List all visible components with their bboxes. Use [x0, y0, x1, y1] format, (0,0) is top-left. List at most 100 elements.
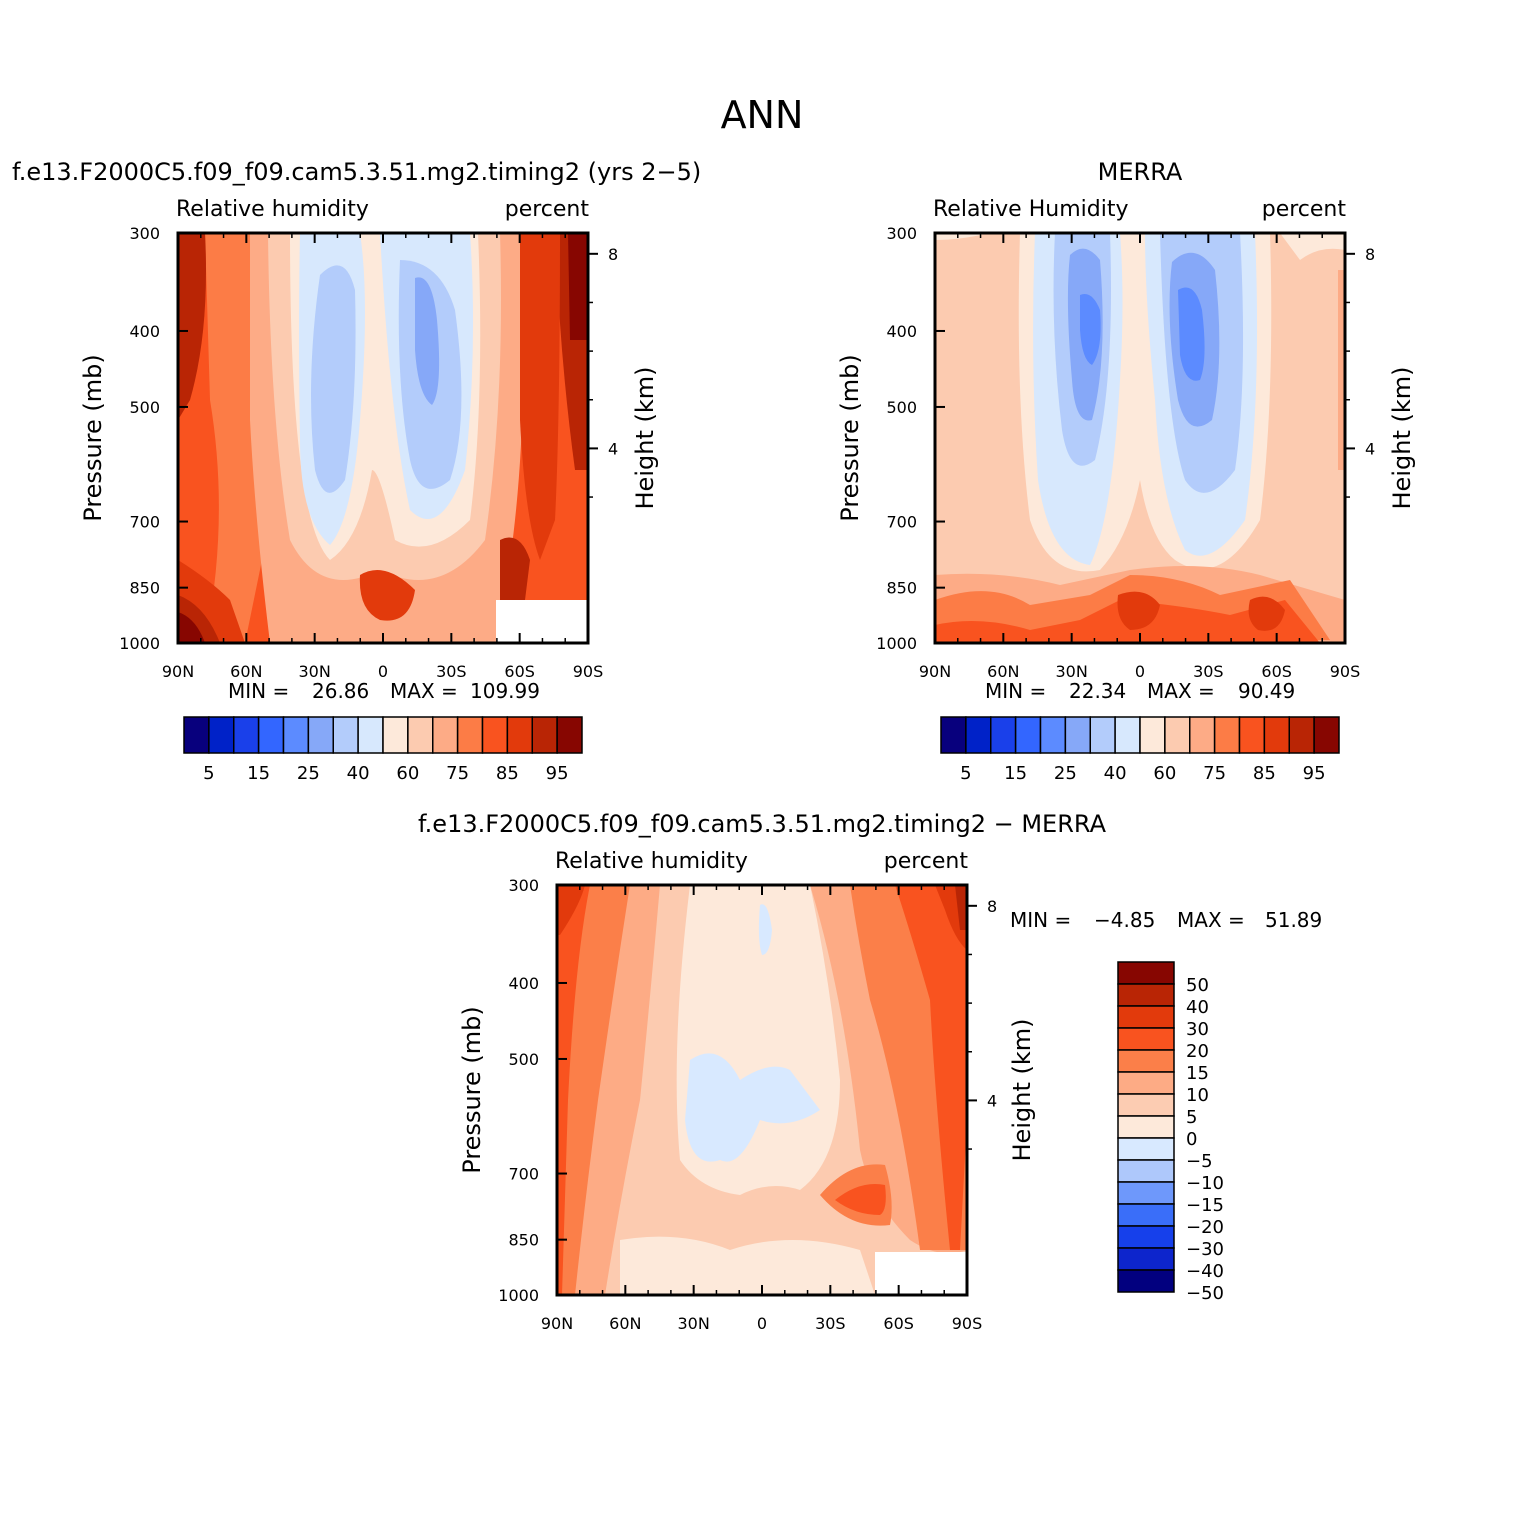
- colorbar-box: [233, 716, 260, 754]
- y-tick-label: 300: [508, 876, 539, 895]
- colorbar-label: 40: [347, 763, 370, 784]
- y-tick-label: 1000: [119, 634, 160, 653]
- colorbar-label: 60: [396, 763, 419, 784]
- x-tick-label: 60N: [609, 1314, 641, 1333]
- y-tick-label: 500: [129, 398, 160, 417]
- panel-c-y2label: Height (km): [1008, 1019, 1036, 1162]
- panel-b-right-string: percent: [1262, 197, 1347, 222]
- x-tick-label: 60S: [883, 1314, 914, 1333]
- x-tick-label: 30N: [678, 1314, 710, 1333]
- colorbar-box: [940, 716, 967, 754]
- colorbar-label: 5: [203, 763, 214, 784]
- x-tick-label: 90S: [573, 662, 604, 681]
- colorbar-box: [1089, 716, 1116, 754]
- colorbar-label: 15: [247, 763, 270, 784]
- panel-c-left-string: Relative humidity: [555, 849, 748, 874]
- colorbar-box: [456, 716, 484, 754]
- colorbar-box: [357, 716, 384, 754]
- x-tick-label: 30N: [1056, 662, 1088, 681]
- colorbar-box: [1117, 1269, 1175, 1293]
- colorbar-box: [1117, 1159, 1175, 1183]
- panel-b-y2label: Height (km): [1388, 367, 1416, 510]
- y-tick-label: 400: [886, 322, 917, 341]
- colorbar-box: [1117, 961, 1175, 985]
- panel-c-max-value: 51.89: [1265, 908, 1322, 932]
- y-tick-label: 1000: [498, 1286, 539, 1305]
- colorbar-box: [1117, 1071, 1175, 1095]
- colorbar-label: 15: [1186, 1063, 1209, 1084]
- x-tick-label: 90S: [952, 1314, 983, 1333]
- page-title: ANN: [721, 93, 804, 137]
- colorbar-box: [1064, 716, 1091, 754]
- colorbar-box: [990, 716, 1017, 754]
- colorbar-label: 20: [1186, 1041, 1209, 1062]
- x-tick-label: 60S: [504, 662, 535, 681]
- colorbar-box: [282, 716, 310, 754]
- colorbar-label: 75: [446, 763, 469, 784]
- colorbar-box: [1117, 1115, 1175, 1139]
- colorbar-label: 60: [1153, 763, 1176, 784]
- y-tick-label: 850: [129, 579, 160, 598]
- colorbar-label: 25: [1054, 763, 1077, 784]
- colorbar-box: [1263, 716, 1290, 754]
- colorbar-label: −50: [1186, 1283, 1224, 1304]
- panel-a-colorbar: 5 15 25 40 60 75 85 95: [183, 716, 583, 784]
- panel-c-right-string: percent: [884, 849, 969, 874]
- colorbar-label: 50: [1186, 975, 1209, 996]
- colorbar-box: [332, 716, 359, 754]
- x-tick-label: 30S: [1193, 662, 1224, 681]
- colorbar-label: −15: [1186, 1195, 1224, 1216]
- panel-c-axes: 90N 60N 30N 0 30S 60S 90S 300 400 500 700 850 1000 8 4: [498, 876, 997, 1333]
- colorbar-label: 40: [1104, 763, 1127, 784]
- colorbar-box: [1117, 1247, 1175, 1271]
- y2-tick-label: 4: [987, 1091, 997, 1110]
- colorbar-box: [1117, 1181, 1175, 1205]
- panel-a-max-value: 109.99: [470, 679, 540, 703]
- panel-b-min-label: MIN =: [985, 679, 1046, 703]
- x-tick-label: 60N: [230, 662, 262, 681]
- colorbar-label: 85: [496, 763, 519, 784]
- y-tick-label: 850: [886, 579, 917, 598]
- panel-a-ylabel: Pressure (mb): [79, 354, 107, 521]
- colorbar-box: [1114, 716, 1141, 754]
- colorbar-box: [1117, 983, 1175, 1007]
- y2-tick-label: 4: [608, 439, 618, 458]
- panel-b-max-value: 90.49: [1238, 679, 1295, 703]
- panel-c: f.e13.F2000C5.f09_f09.cam5.3.51.mg2.timi…: [418, 810, 1322, 1333]
- panel-c-ylabel: Pressure (mb): [458, 1006, 486, 1173]
- panel-c-max-label: MAX =: [1177, 908, 1245, 932]
- colorbar-box: [1238, 716, 1266, 754]
- colorbar-box: [407, 716, 434, 754]
- y-tick-label: 700: [508, 1165, 539, 1184]
- colorbar-box: [1117, 1027, 1175, 1051]
- y-tick-label: 400: [508, 974, 539, 993]
- colorbar-label: −40: [1186, 1261, 1224, 1282]
- x-tick-label: 30S: [815, 1314, 846, 1333]
- colorbar-box: [208, 716, 235, 754]
- x-tick-label: 30S: [436, 662, 467, 681]
- colorbar-label: −5: [1186, 1151, 1213, 1172]
- x-tick-label: 60S: [1261, 662, 1292, 681]
- colorbar-label: −30: [1186, 1239, 1224, 1260]
- colorbar-box: [481, 716, 509, 754]
- colorbar-label: 15: [1004, 763, 1027, 784]
- colorbar-box: [1164, 716, 1191, 754]
- y2-tick-label: 8: [608, 245, 618, 264]
- x-tick-label: 0: [378, 662, 388, 681]
- colorbar-label: 95: [546, 763, 569, 784]
- colorbar-box: [556, 716, 583, 754]
- colorbar-box: [1117, 1005, 1175, 1029]
- colorbar-box: [1189, 716, 1216, 754]
- panel-a: f.e13.F2000C5.f09_f09.cam5.3.51.mg2.timi…: [12, 158, 701, 784]
- colorbar-box: [1139, 716, 1166, 754]
- x-tick-label: 60N: [987, 662, 1019, 681]
- colorbar-box: [965, 716, 992, 754]
- colorbar-label: 85: [1253, 763, 1276, 784]
- y-tick-label: 700: [886, 513, 917, 532]
- y-tick-label: 1000: [876, 634, 917, 653]
- colorbar-label: 30: [1186, 1019, 1209, 1040]
- x-tick-label: 90N: [541, 1314, 573, 1333]
- colorbar-box: [1288, 716, 1315, 754]
- panel-a-left-string: Relative humidity: [176, 197, 369, 222]
